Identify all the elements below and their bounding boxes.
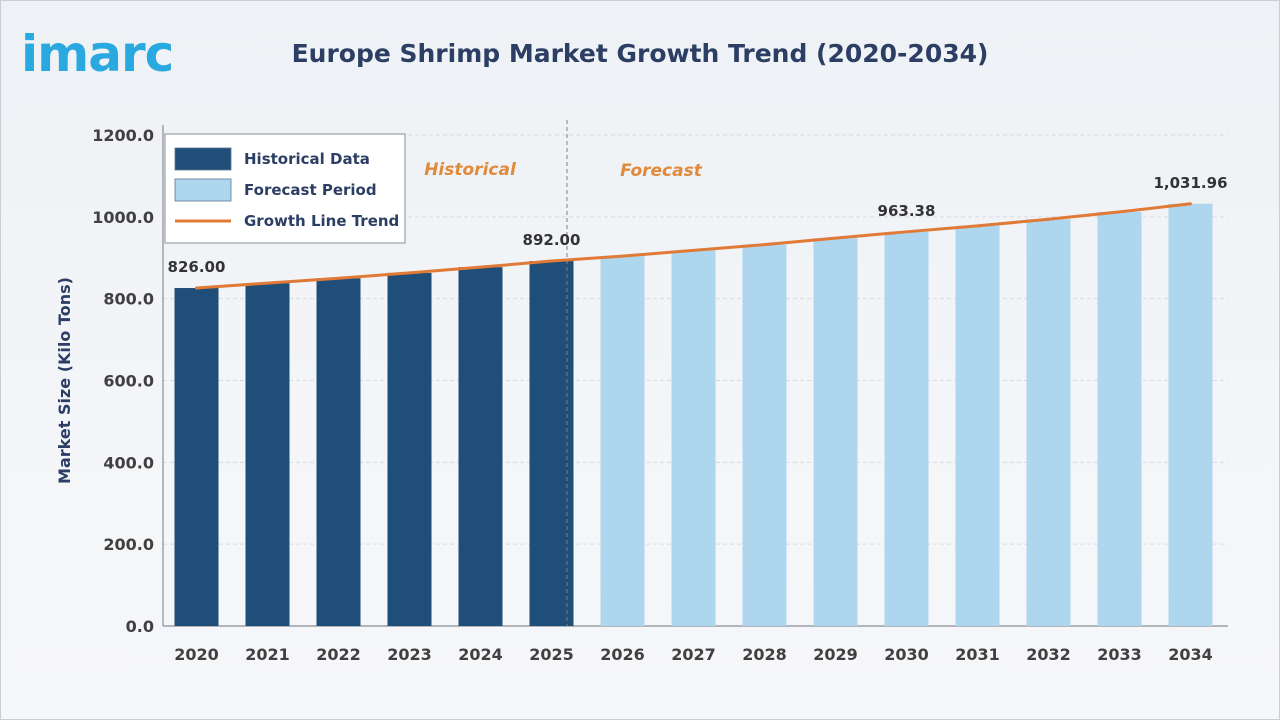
x-tick-label: 2025 [529,645,574,664]
historical-bar [458,267,503,626]
y-tick-label: 200.0 [103,535,154,554]
y-tick-label: 600.0 [103,372,154,391]
historical-bar [387,272,432,626]
forecast-bar [600,256,645,626]
forecast-label: Forecast [620,161,703,181]
forecast-bar [955,225,1000,626]
historical-label: Historical [424,160,517,180]
legend-swatch-forecast [174,178,232,202]
forecast-bar [1026,219,1071,626]
forecast-bar [1097,211,1142,626]
y-tick-label: 1000.0 [92,208,154,227]
y-tick-label: 400.0 [103,453,154,472]
forecast-bar [813,238,858,627]
data-label: 826.00 [168,258,226,276]
x-tick-label: 2021 [245,645,290,664]
y-axis-title: Market Size (Kilo Tons) [55,277,74,484]
data-label: 1,031.96 [1153,174,1227,192]
x-tick-label: 2032 [1026,645,1071,664]
x-tick-label: 2024 [458,645,503,664]
legend-label: Historical Data [244,150,370,168]
y-tick-label: 0.0 [126,617,154,636]
forecast-bar [671,250,716,626]
historical-bar [174,288,219,626]
legend-label: Growth Line Trend [244,212,399,230]
y-tick-label: 1200.0 [92,126,154,145]
growth-trend-line [195,202,1192,290]
legend-swatch-historical [174,147,232,171]
y-tick-label: 800.0 [103,290,154,309]
historical-bar [529,261,574,626]
x-tick-label: 2027 [671,645,716,664]
forecast-bar [884,231,929,626]
x-tick-label: 2020 [174,645,219,664]
data-label: 892.00 [523,231,581,249]
x-tick-label: 2033 [1097,645,1142,664]
chart-title: Europe Shrimp Market Growth Trend (2020-… [291,39,989,68]
x-tick-label: 2023 [387,645,432,664]
x-tick-label: 2029 [813,645,858,664]
x-tick-label: 2034 [1168,645,1213,664]
historical-bar [316,278,361,626]
x-tick-label: 2030 [884,645,929,664]
x-tick-label: 2031 [955,645,1000,664]
x-tick-label: 2022 [316,645,361,664]
data-label: 963.38 [878,202,936,220]
x-tick-label: 2026 [600,645,645,664]
legend-label: Forecast Period [244,181,377,199]
historical-bar [245,283,290,626]
imarc-logo: imarc [21,25,174,83]
forecast-bar [1168,203,1213,627]
x-tick-label: 2028 [742,645,787,664]
forecast-bar [742,244,787,626]
